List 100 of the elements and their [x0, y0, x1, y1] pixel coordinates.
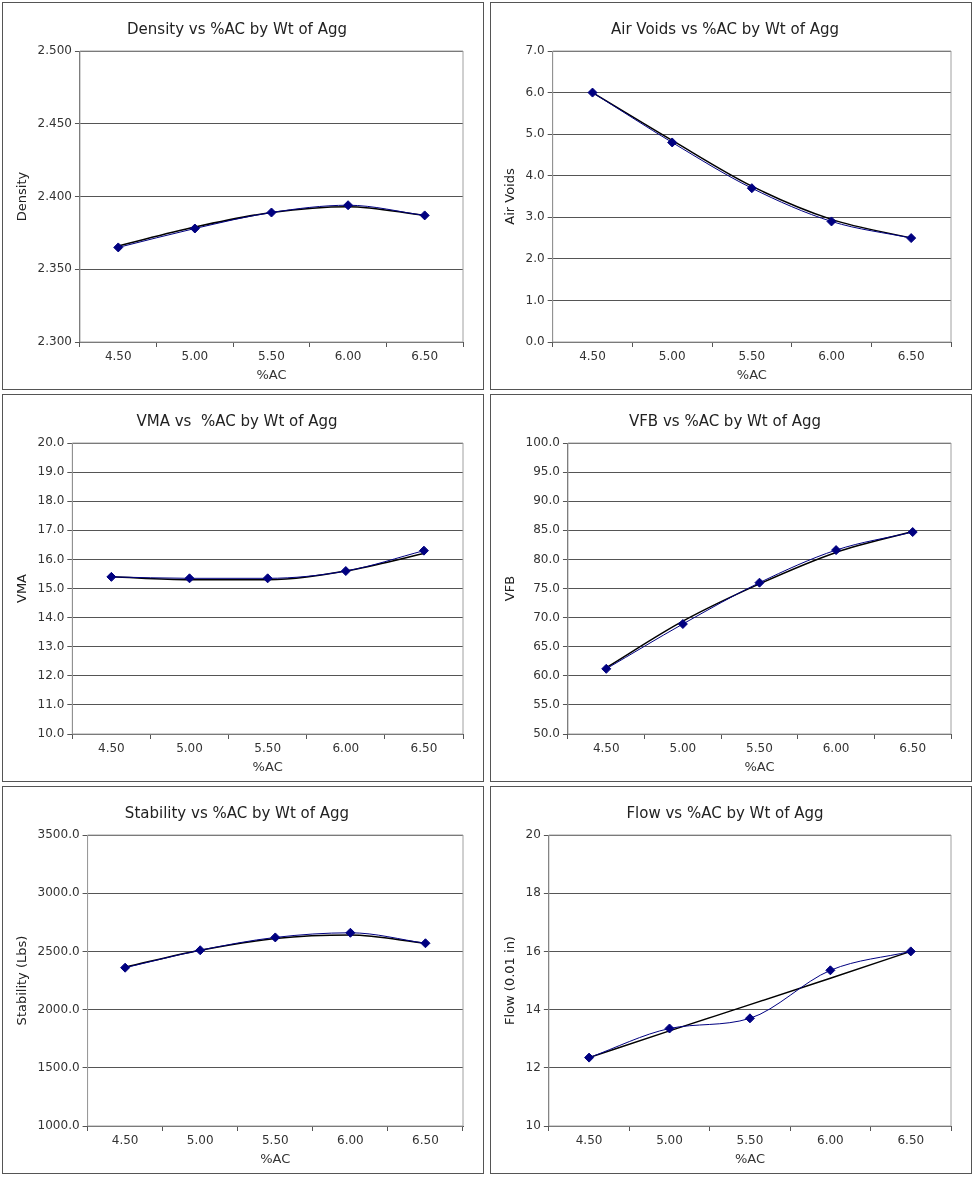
- y-tick-label: 4.0: [525, 167, 545, 182]
- y-tick-label: 19.0: [37, 464, 65, 479]
- chart-title: Air Voids vs %AC by Wt of Agg: [610, 19, 840, 38]
- y-tick-label: 18.0: [37, 493, 65, 508]
- x-tick-label: 4.50: [579, 349, 606, 364]
- y-tick-label: 15.0: [37, 580, 65, 595]
- x-tick-label: 4.50: [98, 741, 125, 756]
- point: [754, 577, 765, 588]
- y-tick-label: 2.400: [37, 188, 72, 203]
- chart-title: Density vs %AC by Wt of Agg: [127, 19, 347, 38]
- point: [601, 663, 612, 674]
- y-tick-label: 20.0: [37, 435, 65, 450]
- y-tick-label: 50.0: [533, 726, 560, 741]
- x-tick-label: 6.00: [818, 349, 845, 364]
- point: [270, 932, 281, 943]
- point: [584, 1052, 595, 1063]
- y-tick-label: 1000.0: [37, 1118, 80, 1133]
- x-tick-label: 5.00: [656, 1133, 683, 1148]
- point: [831, 545, 842, 556]
- x-tick-label: 6.00: [822, 741, 850, 756]
- x-tick-label: 6.50: [410, 741, 438, 756]
- y-tick-label: 3500.0: [37, 827, 80, 842]
- y-tick-label: 20: [525, 827, 541, 842]
- x-tick-label: 5.00: [181, 349, 209, 364]
- y-tick-label: 2000.0: [37, 1001, 80, 1016]
- x-axis-title: %AC: [736, 366, 767, 382]
- y-axis-title: Flow (0.01 in): [502, 936, 518, 1025]
- x-tick-label: 4.50: [104, 349, 132, 364]
- y-tick-label: 7.0: [525, 43, 545, 58]
- y-axis-title: Density: [14, 171, 30, 222]
- point: [266, 207, 277, 218]
- y-tick-label: 2.350: [37, 261, 72, 276]
- point: [184, 573, 195, 584]
- y-axis-title: Stability (Lbs): [14, 935, 30, 1026]
- point: [744, 1013, 755, 1024]
- chart-title: Flow vs %AC by Wt of Agg: [626, 803, 824, 822]
- x-tick-label: 6.00: [817, 1133, 844, 1148]
- x-axis-title: %AC: [734, 1150, 765, 1166]
- point: [907, 527, 918, 538]
- x-tick-label: 6.00: [332, 741, 360, 756]
- x-tick-label: 6.50: [897, 349, 925, 364]
- point: [677, 619, 688, 629]
- y-axis-title: VMA: [14, 573, 30, 604]
- x-tick-label: 6.50: [899, 741, 927, 756]
- y-tick-label: 3.0: [525, 209, 545, 224]
- y-tick-label: 10: [525, 1118, 541, 1133]
- y-tick-label: 100.0: [525, 435, 560, 450]
- y-tick-label: 2.0: [525, 250, 545, 265]
- chart-title: Stability vs %AC by Wt of Agg: [124, 803, 350, 822]
- x-tick-label: 6.00: [334, 349, 362, 364]
- x-tick-label: 4.50: [592, 741, 620, 756]
- point: [905, 946, 916, 957]
- x-tick-label: 5.00: [176, 741, 203, 756]
- x-tick-label: 6.50: [412, 1133, 439, 1148]
- point: [664, 1023, 675, 1034]
- y-tick-label: 65.0: [533, 638, 560, 653]
- y-tick-label: 5.0: [525, 126, 545, 141]
- x-axis-title: %AC: [252, 758, 283, 774]
- y-tick-label: 95.0: [533, 464, 560, 479]
- y-tick-label: 2.450: [37, 115, 72, 130]
- point: [825, 965, 836, 976]
- y-tick-label: 18: [525, 885, 541, 900]
- y-tick-label: 12: [525, 1059, 541, 1074]
- chart-title: VMA vs %AC by Wt of Agg: [136, 411, 338, 430]
- point: [587, 87, 598, 98]
- point: [418, 545, 429, 556]
- point: [420, 938, 431, 949]
- y-tick-label: 2500.0: [37, 943, 80, 958]
- y-tick-label: 6.0: [525, 84, 545, 99]
- point: [826, 216, 837, 227]
- y-axis-title: VFB: [502, 575, 518, 602]
- y-tick-label: 1500.0: [37, 1059, 80, 1074]
- chart-title: VFB vs %AC by Wt of Agg: [628, 411, 822, 430]
- x-tick-label: 5.00: [669, 741, 697, 756]
- point: [906, 233, 917, 244]
- x-tick-label: 5.50: [254, 741, 282, 756]
- y-tick-label: 13.0: [37, 638, 65, 653]
- y-tick-label: 12.0: [37, 667, 65, 682]
- y-tick-label: 14.0: [37, 609, 65, 624]
- y-tick-label: 70.0: [533, 609, 560, 624]
- point: [340, 566, 351, 577]
- y-tick-label: 17.0: [37, 522, 65, 537]
- point: [667, 137, 678, 148]
- y-tick-label: 11.0: [37, 697, 65, 712]
- y-tick-label: 60.0: [533, 667, 560, 682]
- x-tick-label: 5.00: [658, 349, 686, 364]
- x-tick-label: 6.00: [337, 1133, 364, 1148]
- x-tick-label: 5.50: [738, 349, 766, 364]
- point: [120, 962, 131, 973]
- y-tick-label: 55.0: [533, 697, 560, 712]
- y-tick-label: 2.300: [37, 334, 72, 349]
- point: [106, 571, 117, 582]
- x-tick-label: 4.50: [575, 1133, 603, 1148]
- x-tick-label: 6.50: [897, 1133, 925, 1148]
- x-tick-label: 5.50: [746, 741, 773, 756]
- y-tick-label: 14: [525, 1001, 541, 1016]
- point: [195, 945, 206, 956]
- y-axis-title: Air Voids: [502, 168, 518, 225]
- x-axis-title: %AC: [260, 1150, 291, 1166]
- point: [262, 573, 273, 584]
